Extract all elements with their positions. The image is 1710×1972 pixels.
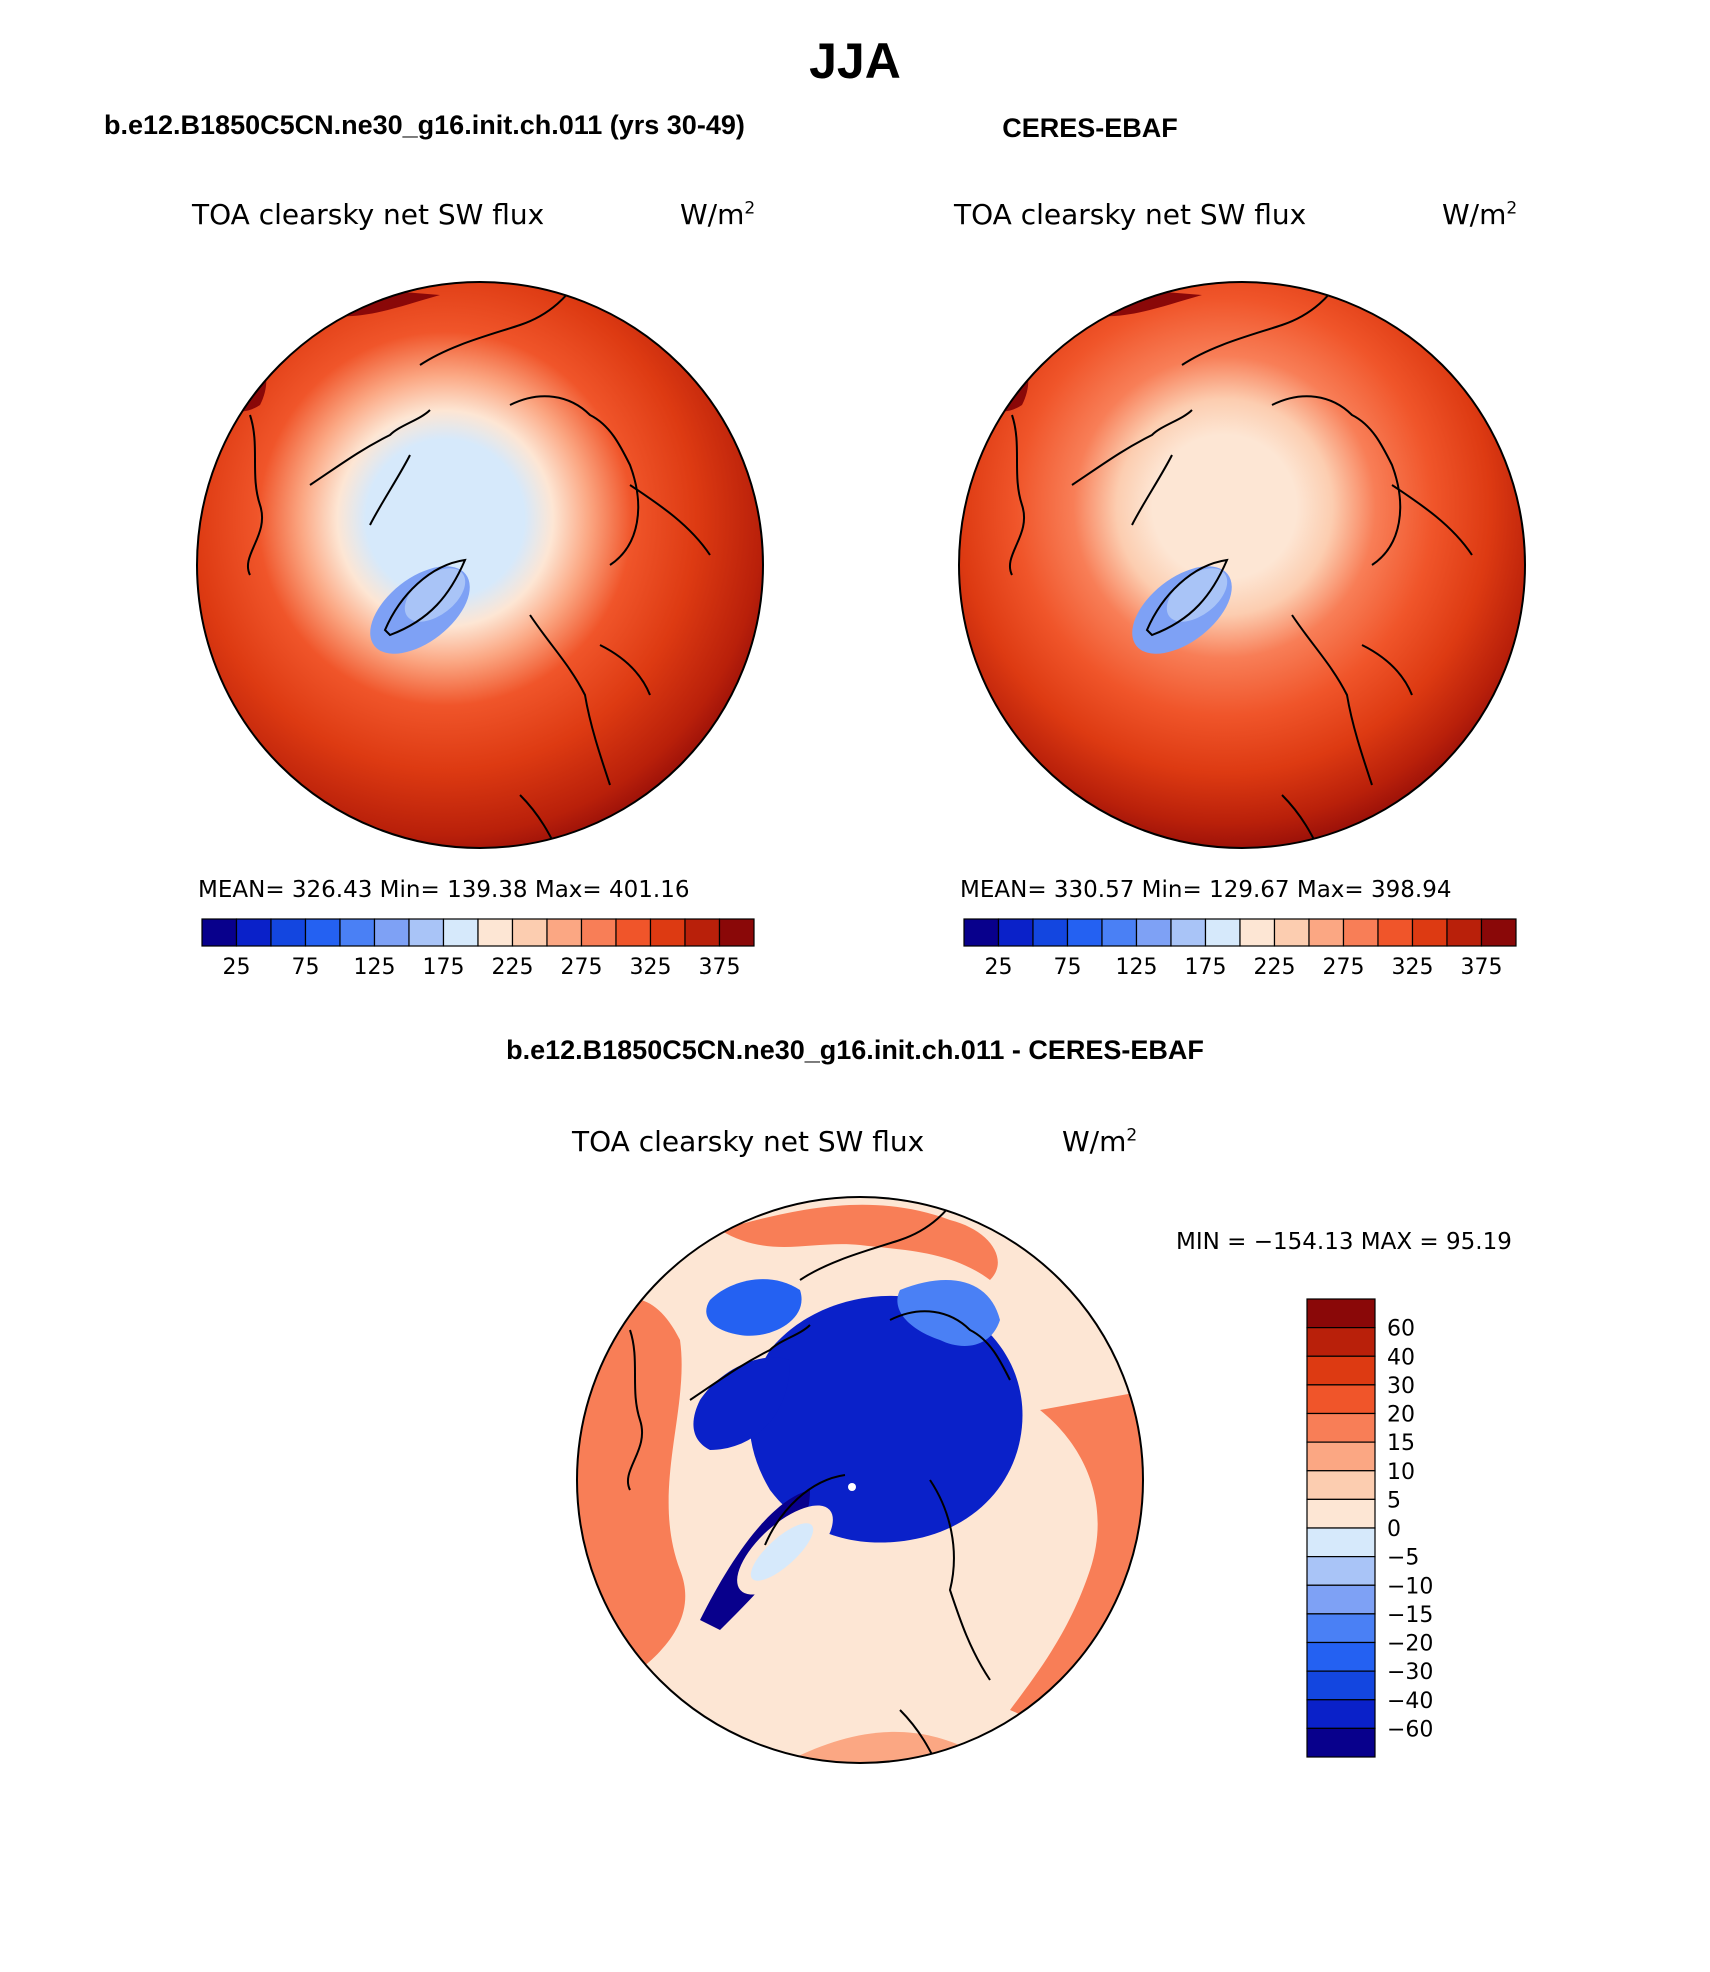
obs-colorbar-swatch (1446, 918, 1483, 947)
model-colorbar-tick-label: 75 (292, 955, 320, 979)
model-colorbar-swatch (580, 918, 617, 947)
obs-variable-title: TOA clearsky net SW flux (954, 198, 1307, 231)
model-stats: MEAN= 326.43 Min= 139.38 Max= 401.16 (198, 877, 690, 903)
difference-colorbar-swatch (1306, 1498, 1376, 1529)
model-colorbar-swatch (615, 918, 652, 947)
model-colorbar: 25 75 125 175 225 275 325 375 (201, 918, 755, 979)
model-colorbar-tick-label: 125 (354, 955, 396, 979)
difference-colorbar-tick-label: 5 (1387, 1488, 1401, 1513)
obs-polar-map (958, 281, 1526, 849)
obs-stats: MEAN= 330.57 Min= 129.67 Max= 398.94 (960, 877, 1452, 903)
obs-colorbar-tick-label: 125 (1116, 955, 1158, 979)
difference-colorbar-tick-label: −20 (1387, 1632, 1433, 1657)
difference-colorbar-swatch (1306, 1384, 1376, 1415)
obs-colorbar-swatch (1239, 918, 1276, 947)
model-colorbar-swatch (235, 918, 272, 947)
model-colorbar-swatch (339, 918, 376, 947)
model-colorbar-swatch (304, 918, 341, 947)
obs-colorbar-tick-label: 25 (985, 955, 1013, 979)
model-colorbar-tick-label: 275 (561, 955, 603, 979)
model-colorbar-swatch (684, 918, 721, 947)
model-colorbar-tick-label: 375 (699, 955, 741, 979)
difference-colorbar-tick-label: −40 (1387, 1689, 1433, 1714)
obs-colorbar-swatch (963, 918, 1000, 947)
difference-colorbar-swatch (1306, 1355, 1376, 1386)
model-colorbar-swatch (201, 918, 238, 947)
model-colorbar-tick-label: 25 (223, 955, 251, 979)
obs-panel-header: CERES-EBAF (1002, 113, 1178, 143)
model-variable-title: TOA clearsky net SW flux (192, 198, 545, 231)
model-polar-map (196, 281, 764, 849)
obs-colorbar: 25 75 125 175 225 275 325 375 (963, 918, 1517, 979)
difference-colorbar-swatch (1306, 1556, 1376, 1586)
difference-colorbar: 60 40 30 20 15 10 5 0 −5 −10 −15 −20 −30 −40 −60 (1306, 1298, 1433, 1758)
difference-colorbar-tick-label: −10 (1387, 1574, 1433, 1599)
difference-colorbar-tick-label: −60 (1387, 1717, 1433, 1742)
obs-colorbar-swatch (1273, 918, 1310, 947)
model-colorbar-tick-label: 225 (492, 955, 534, 979)
obs-colorbar-swatch (1308, 918, 1345, 947)
model-colorbar-swatch (718, 918, 755, 947)
model-colorbar-swatch (477, 918, 514, 947)
obs-colorbar-swatch (1066, 918, 1103, 947)
model-colorbar-swatch (408, 918, 445, 947)
model-colorbar-swatch (649, 918, 686, 947)
model-colorbar-swatch (511, 918, 548, 947)
difference-colorbar-swatch (1306, 1327, 1376, 1357)
difference-colorbar-swatch (1306, 1441, 1376, 1472)
obs-colorbar-swatch (1170, 918, 1207, 947)
model-units: W/m2 (680, 198, 756, 231)
difference-colorbar-swatch (1306, 1470, 1376, 1500)
difference-colorbar-swatch (1306, 1641, 1376, 1672)
obs-colorbar-tick-label: 275 (1323, 955, 1365, 979)
figure-title: JJA (809, 33, 901, 89)
model-panel-header: b.e12.B1850C5CN.ne30_g16.init.ch.011 (yr… (104, 110, 745, 140)
obs-colorbar-swatch (1342, 918, 1379, 947)
model-colorbar-tick-label: 325 (630, 955, 672, 979)
obs-colorbar-tick-label: 75 (1054, 955, 1082, 979)
obs-units: W/m2 (1442, 198, 1518, 231)
model-colorbar-swatch (546, 918, 583, 947)
obs-colorbar-swatch (1032, 918, 1069, 947)
obs-colorbar-tick-label: 175 (1185, 955, 1227, 979)
model-colorbar-tick-label: 175 (423, 955, 465, 979)
difference-colorbar-tick-label: −15 (1387, 1603, 1433, 1628)
obs-colorbar-swatch (1480, 918, 1517, 947)
model-colorbar-swatch (442, 918, 479, 947)
obs-colorbar-tick-label: 375 (1461, 955, 1503, 979)
difference-colorbar-tick-label: 15 (1387, 1431, 1415, 1456)
difference-colorbar-tick-label: 40 (1387, 1345, 1415, 1370)
difference-colorbar-tick-label: 10 (1387, 1460, 1415, 1485)
difference-colorbar-swatch (1306, 1699, 1376, 1729)
difference-colorbar-swatch (1306, 1670, 1376, 1701)
difference-colorbar-tick-label: 0 (1387, 1517, 1401, 1542)
difference-colorbar-tick-label: 60 (1387, 1317, 1415, 1342)
model-colorbar-swatch (373, 918, 410, 947)
difference-stats: MIN = −154.13 MAX = 95.19 (1176, 1229, 1512, 1255)
obs-colorbar-swatch (1101, 918, 1138, 947)
difference-colorbar-tick-label: 30 (1387, 1374, 1415, 1399)
difference-colorbar-tick-label: 20 (1387, 1403, 1415, 1428)
difference-polar-map (576, 1196, 1144, 1764)
difference-header: b.e12.B1850C5CN.ne30_g16.init.ch.011 - C… (506, 1035, 1204, 1065)
obs-colorbar-swatch (997, 918, 1034, 947)
obs-colorbar-tick-label: 325 (1392, 955, 1434, 979)
difference-units: W/m2 (1062, 1125, 1138, 1158)
obs-colorbar-swatch (1377, 918, 1414, 947)
obs-colorbar-swatch (1135, 918, 1172, 947)
difference-colorbar-swatch (1306, 1584, 1376, 1615)
difference-variable-title: TOA clearsky net SW flux (572, 1125, 925, 1158)
difference-colorbar-swatch (1306, 1412, 1376, 1443)
difference-colorbar-tick-label: −5 (1387, 1546, 1419, 1571)
model-colorbar-swatch (270, 918, 307, 947)
difference-colorbar-swatch (1306, 1727, 1376, 1758)
obs-colorbar-swatch (1411, 918, 1448, 947)
difference-colorbar-swatch (1306, 1527, 1376, 1558)
difference-colorbar-tick-label: −30 (1387, 1660, 1433, 1685)
obs-colorbar-tick-label: 225 (1254, 955, 1296, 979)
difference-colorbar-swatch (1306, 1613, 1376, 1644)
obs-colorbar-swatch (1204, 918, 1241, 947)
difference-colorbar-swatch (1306, 1298, 1376, 1329)
